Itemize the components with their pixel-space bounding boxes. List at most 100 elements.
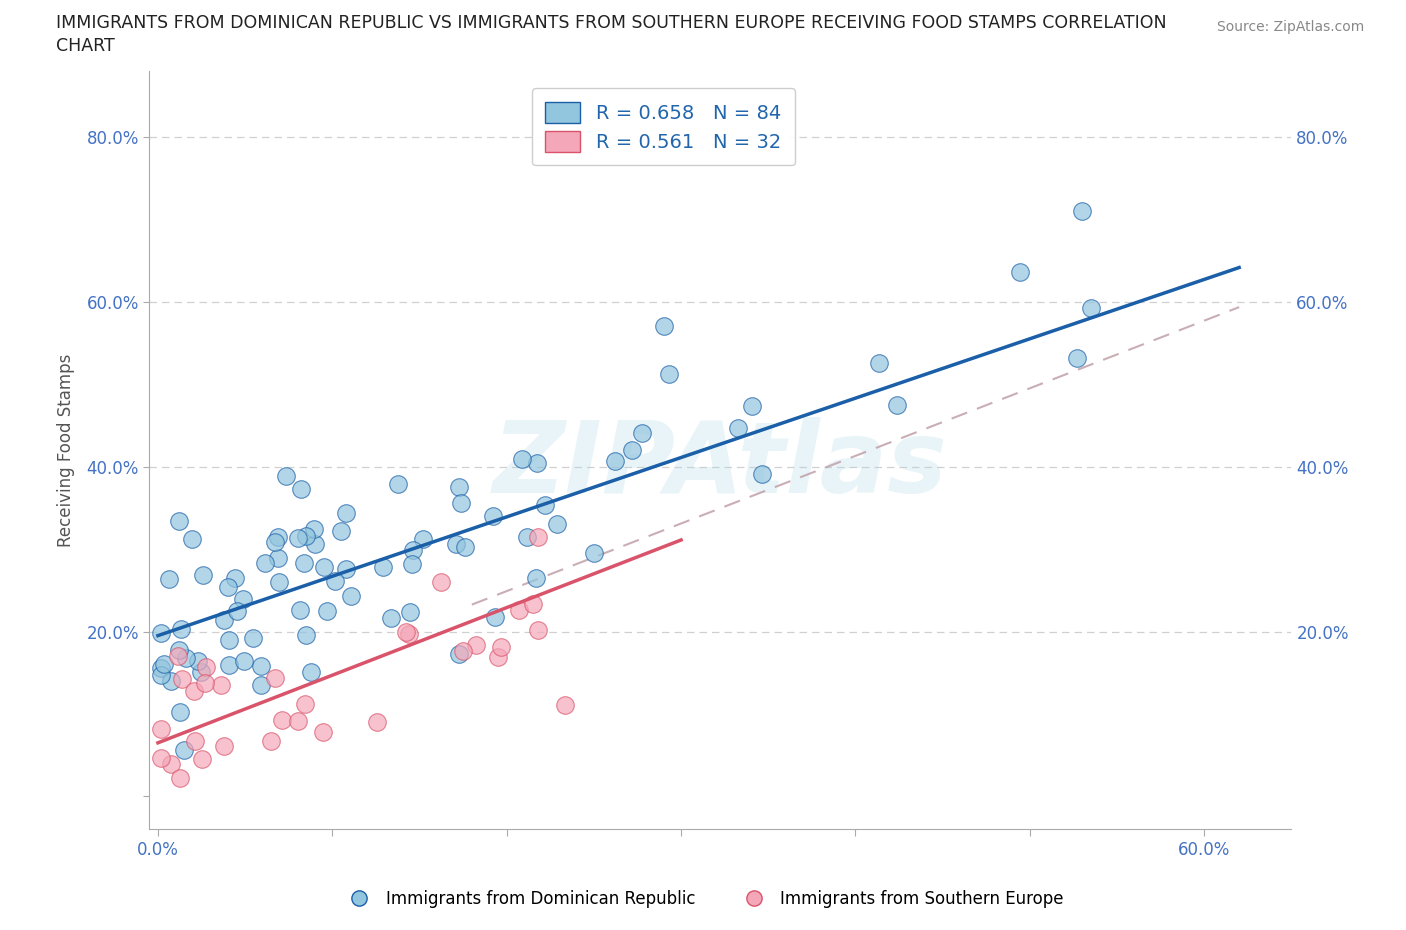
Point	[727, 420, 749, 435]
Point	[157, 572, 180, 587]
Point	[450, 495, 472, 510]
Point	[212, 613, 235, 628]
Point	[150, 660, 173, 675]
Point	[150, 667, 173, 682]
Point	[218, 658, 240, 672]
Point	[218, 632, 240, 647]
Point	[267, 575, 290, 590]
Point	[311, 724, 333, 739]
Point	[335, 505, 357, 520]
Point	[489, 640, 512, 655]
Point	[527, 622, 550, 637]
Point	[1080, 300, 1102, 315]
Point	[398, 627, 420, 642]
Point	[401, 556, 423, 571]
Point	[302, 522, 325, 537]
Point	[167, 643, 190, 658]
Point	[183, 684, 205, 698]
Point	[751, 467, 773, 482]
Point	[242, 631, 264, 645]
Point	[631, 426, 654, 441]
Point	[526, 456, 548, 471]
Point	[249, 658, 271, 673]
Point	[312, 560, 335, 575]
Point	[1071, 204, 1094, 219]
Point	[447, 646, 470, 661]
Point	[287, 531, 309, 546]
Point	[187, 654, 209, 669]
Point	[295, 529, 318, 544]
Point	[658, 366, 681, 381]
Point	[253, 556, 276, 571]
Point	[232, 654, 254, 669]
Point	[1066, 351, 1088, 365]
Point	[194, 659, 217, 674]
Point	[232, 591, 254, 606]
Point	[486, 650, 509, 665]
Point	[454, 539, 477, 554]
Point	[169, 771, 191, 786]
Point	[170, 621, 193, 636]
Point	[191, 751, 214, 766]
Point	[329, 524, 352, 538]
Point	[173, 743, 195, 758]
Point	[249, 677, 271, 692]
Point	[294, 697, 316, 711]
Point	[209, 678, 232, 693]
Point	[288, 602, 311, 617]
Point	[290, 482, 312, 497]
Point	[524, 571, 547, 586]
Point	[169, 705, 191, 720]
Point	[335, 562, 357, 577]
Point	[271, 712, 294, 727]
Point	[264, 671, 287, 685]
Point	[603, 454, 626, 469]
Point	[150, 751, 173, 765]
Point	[184, 734, 207, 749]
Point	[510, 451, 533, 466]
Point	[366, 714, 388, 729]
Point	[267, 551, 290, 565]
Point	[323, 574, 346, 589]
Point	[886, 397, 908, 412]
Point	[299, 665, 322, 680]
Point	[516, 530, 538, 545]
Point	[741, 399, 763, 414]
Text: CHART: CHART	[56, 37, 115, 55]
Point	[868, 355, 890, 370]
Point	[217, 580, 239, 595]
Point	[159, 673, 181, 688]
Point	[159, 756, 181, 771]
Point	[546, 516, 568, 531]
Text: ZIPAtlas: ZIPAtlas	[494, 417, 948, 513]
Point	[259, 734, 281, 749]
Point	[464, 638, 486, 653]
Point	[150, 625, 173, 640]
Point	[180, 532, 202, 547]
Point	[274, 469, 297, 484]
Point	[482, 509, 505, 524]
Point	[191, 567, 214, 582]
Point	[508, 602, 530, 617]
Point	[522, 596, 544, 611]
Legend: Immigrants from Dominican Republic, Immigrants from Southern Europe: Immigrants from Dominican Republic, Immi…	[336, 883, 1070, 914]
Point	[267, 530, 290, 545]
Point	[446, 537, 468, 551]
Point	[371, 559, 394, 574]
Point	[263, 535, 285, 550]
Point	[340, 589, 363, 604]
Point	[294, 628, 316, 643]
Point	[166, 648, 188, 663]
Point	[430, 575, 453, 590]
Point	[224, 571, 246, 586]
Point	[150, 722, 173, 737]
Point	[167, 513, 190, 528]
Text: IMMIGRANTS FROM DOMINICAN REPUBLIC VS IMMIGRANTS FROM SOUTHERN EUROPE RECEIVING : IMMIGRANTS FROM DOMINICAN REPUBLIC VS IM…	[56, 14, 1167, 32]
Point	[412, 532, 434, 547]
Point	[194, 676, 217, 691]
Point	[398, 605, 420, 620]
Point	[225, 604, 247, 618]
Point	[212, 738, 235, 753]
Point	[484, 610, 506, 625]
Point	[316, 604, 339, 618]
